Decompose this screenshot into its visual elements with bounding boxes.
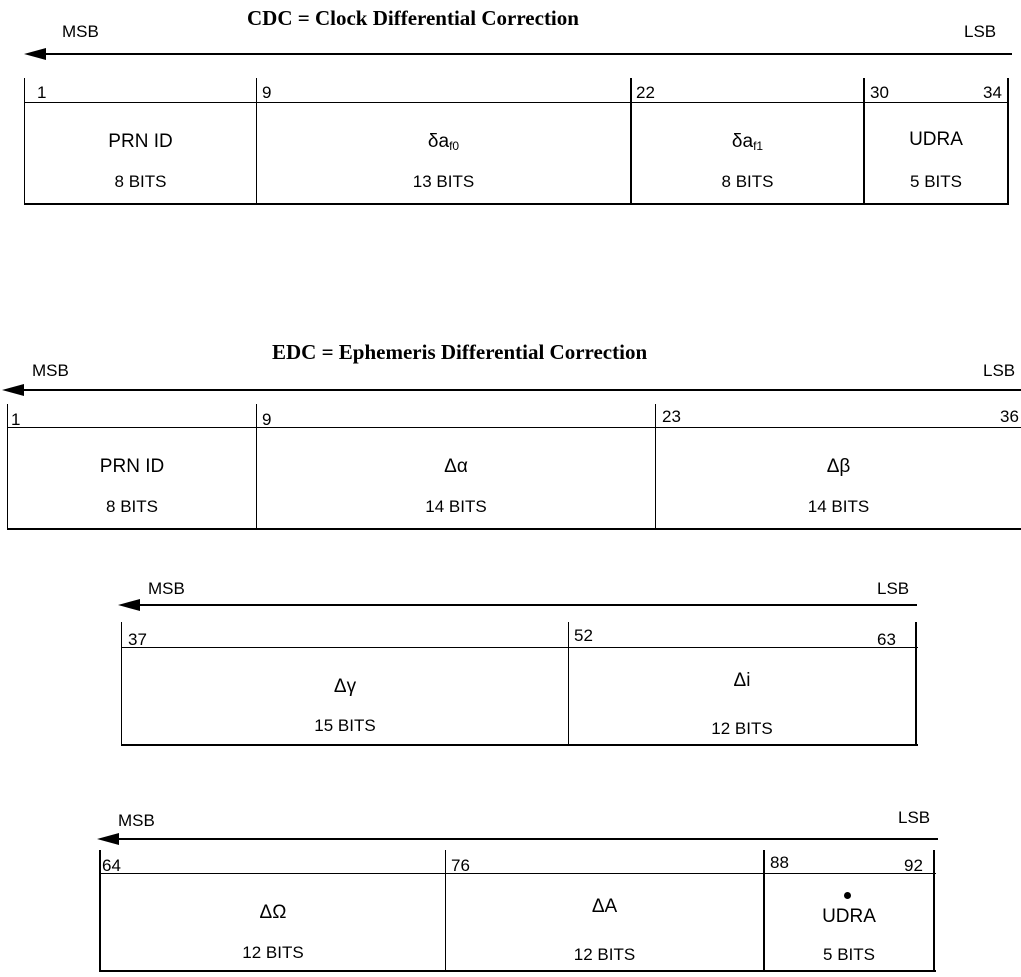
edc-row1-box-bottom: [7, 528, 1021, 530]
edc-row3-arrow-head: [97, 833, 119, 845]
edc-row3-bit-76: 76: [451, 856, 470, 875]
edc-row3-field-da-bits: 12 BITS: [573, 945, 636, 964]
edc-row3-field-da: ΔA: [591, 896, 618, 917]
edc-row1-lsb-label: LSB: [983, 361, 1016, 380]
cdc-field-udra: UDRA: [909, 129, 963, 150]
edc-row2-divider: [915, 622, 917, 745]
edc-row1-field-prn-id-bits: 8 BITS: [106, 497, 158, 516]
edc-row3-box-top: [99, 873, 936, 874]
cdc-arrow-head: [24, 48, 46, 60]
cdc-field-daf1: δaf1: [632, 132, 863, 152]
cdc-field-udra-bits: 5 BITS: [910, 172, 962, 191]
edc-row3-box-bottom: [99, 970, 936, 972]
edc-row1-bit-1: 1: [11, 410, 21, 429]
cdc-field-daf0-sub: f0: [449, 139, 460, 153]
udra-dot-icon: [844, 892, 851, 899]
edc-row3-divider: [933, 850, 935, 971]
cdc-divider: [24, 78, 25, 204]
edc-row2-field-di: Δi: [733, 670, 751, 691]
cdc-field-daf0: δaf0: [257, 132, 630, 152]
edc-row1-field-dbeta: Δβ: [826, 456, 851, 477]
cdc-field-daf1-sub: f1: [753, 139, 764, 153]
cdc-divider: [256, 78, 257, 204]
edc-row3-bit-88: 88: [770, 853, 789, 872]
edc-row3-divider: [445, 850, 446, 971]
edc-row1-divider: [655, 404, 656, 529]
cdc-divider: [1007, 78, 1009, 204]
edc-row1-field-dalpha-bits: 14 BITS: [425, 497, 487, 516]
cdc-lsb-label: LSB: [964, 22, 997, 41]
edc-row2-box-top: [121, 647, 918, 648]
edc-row3-divider: [763, 850, 765, 971]
edc-row3-lsb-label: LSB: [898, 808, 931, 827]
cdc-bit-1: 1: [37, 83, 47, 102]
edc-row1-arrow-line: [20, 389, 1021, 391]
cdc-field-daf1-bits: 8 BITS: [721, 172, 774, 191]
edc-row1-field-prn-id: PRN ID: [99, 456, 165, 477]
edc-row1-field-dalpha: Δα: [444, 456, 468, 477]
cdc-box-bottom: [24, 203, 1009, 205]
edc-row1-divider: [7, 404, 8, 529]
edc-row1-divider: [256, 404, 257, 529]
cdc-box-top: [24, 102, 1009, 103]
edc-row3-divider: [99, 850, 101, 971]
edc-row3-arrow-line: [115, 838, 938, 840]
edc-row1-box-top: [7, 427, 1021, 428]
cdc-field-prn-id: PRN ID: [108, 131, 173, 152]
edc-row2-lsb-label: LSB: [877, 579, 910, 598]
edc-row2-field-di-bits: 12 BITS: [711, 719, 773, 738]
edc-row1-field-dbeta-bits: 14 BITS: [807, 497, 870, 516]
cdc-title: CDC = Clock Differential Correction: [247, 6, 579, 30]
edc-row2-box-bottom: [121, 744, 918, 746]
cdc-field-daf1-symbol: δa: [731, 131, 754, 152]
edc-row2-arrow-head: [118, 599, 140, 611]
edc-title: EDC = Ephemeris Differential Correction: [272, 340, 648, 364]
cdc-field-daf0-symbol: δa: [427, 131, 450, 152]
cdc-msb-label: MSB: [62, 22, 99, 41]
edc-row1-arrow-head: [2, 384, 24, 396]
edc-row1-bit-23: 23: [662, 407, 681, 426]
edc-row1-bit-36: 36: [1000, 407, 1019, 426]
edc-row3-field-domega-bits: 12 BITS: [242, 943, 304, 962]
cdc-field-daf0-bits: 13 BITS: [412, 172, 475, 191]
edc-row2-bit-52: 52: [574, 626, 593, 645]
edc-row3-msb-label: MSB: [118, 811, 155, 830]
cdc-bit-22: 22: [636, 83, 655, 102]
edc-row3-bit-64: 64: [102, 856, 121, 875]
cdc-bit-9: 9: [262, 83, 272, 102]
edc-row2-field-dgamma: Δγ: [333, 676, 357, 697]
edc-row1-bit-9: 9: [262, 410, 272, 429]
edc-row2-bit-37: 37: [128, 630, 147, 649]
edc-row1-msb-label: MSB: [32, 361, 69, 380]
cdc-field-prn-id-bits: 8 BITS: [114, 172, 167, 191]
edc-row3-field-udra: UDRA: [822, 906, 876, 927]
cdc-divider: [863, 78, 865, 204]
edc-row2-field-dgamma-bits: 15 BITS: [314, 716, 376, 735]
edc-row2-divider: [568, 622, 569, 745]
edc-row3-field-udra-bits: 5 BITS: [823, 945, 875, 964]
edc-row2-msb-label: MSB: [148, 579, 185, 598]
edc-row3-bit-92: 92: [904, 856, 923, 875]
edc-row2-bit-63: 63: [877, 630, 896, 649]
cdc-bit-30: 30: [870, 83, 889, 102]
cdc-divider: [630, 78, 632, 204]
edc-row3-field-domega: ΔΩ: [259, 902, 287, 923]
edc-row2-arrow-line: [136, 604, 917, 606]
edc-row2-divider: [121, 622, 122, 745]
cdc-arrow-line: [42, 53, 1012, 55]
cdc-bit-34: 34: [983, 83, 1002, 102]
